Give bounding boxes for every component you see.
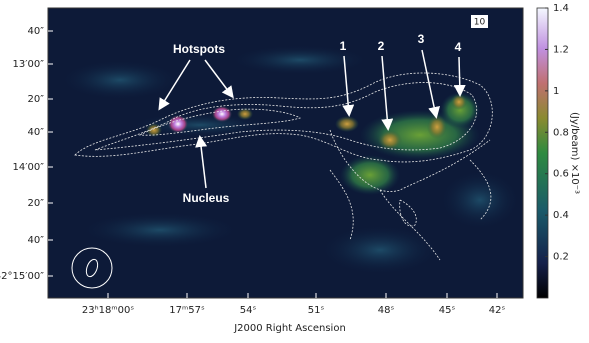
x-tick-label: 23ʰ18ᵐ00ˢ bbox=[82, 305, 134, 316]
colorbar-tick-label: 1.4 bbox=[553, 3, 569, 14]
x-axis-title: J2000 Right Ascension bbox=[233, 323, 346, 334]
y-tick-label: 20″ bbox=[28, 198, 45, 209]
arrows bbox=[158, 49, 466, 189]
y-tick-label: 40″ bbox=[28, 235, 45, 246]
colorbar-tick-label: 1.2 bbox=[553, 44, 569, 55]
contours bbox=[74, 72, 493, 261]
x-tick-label: 45ˢ bbox=[439, 305, 456, 316]
colorbar-tick-label: 0.2 bbox=[553, 252, 569, 263]
colorbar bbox=[536, 7, 549, 299]
y-tick-label: 20″ bbox=[28, 94, 45, 105]
radio-map: Hotspots Nucleus 1 2 3 4 10 bbox=[48, 8, 523, 298]
x-tick-label: 54ˢ bbox=[240, 305, 257, 316]
colorbar-tick-label: 0.6 bbox=[553, 169, 569, 180]
annotation: Nucleus bbox=[183, 191, 230, 205]
y-tick-label: 40″ bbox=[28, 127, 45, 138]
panel-label: 10 bbox=[474, 18, 486, 28]
annotation: Hotspots bbox=[173, 42, 225, 56]
annotation: 4 bbox=[455, 40, 462, 54]
colorbar-tick-label: 0.8 bbox=[553, 127, 569, 138]
colorbar-label: (Jy/beam) ×10⁻³ bbox=[569, 112, 580, 194]
y-tick-label: 14′00″ bbox=[13, 162, 45, 173]
map-frame bbox=[47, 7, 524, 299]
annotation: 2 bbox=[378, 39, 385, 53]
y-tick-label: −42°15′00″ bbox=[0, 271, 44, 282]
x-tick-label: 42ˢ bbox=[489, 305, 506, 316]
annotation: 1 bbox=[340, 39, 347, 53]
colorbar-tick-label: 1 bbox=[553, 86, 559, 97]
colorbar-tick-label: 0.4 bbox=[553, 210, 569, 221]
y-tick-label: 40″ bbox=[28, 26, 45, 37]
x-tick-label: 48ˢ bbox=[378, 305, 395, 316]
x-tick-label: 17ᵐ57ˢ bbox=[169, 305, 205, 316]
annotation: 3 bbox=[418, 32, 425, 46]
y-tick-label: 13′00″ bbox=[13, 59, 45, 70]
x-tick-label: 51ˢ bbox=[308, 305, 325, 316]
